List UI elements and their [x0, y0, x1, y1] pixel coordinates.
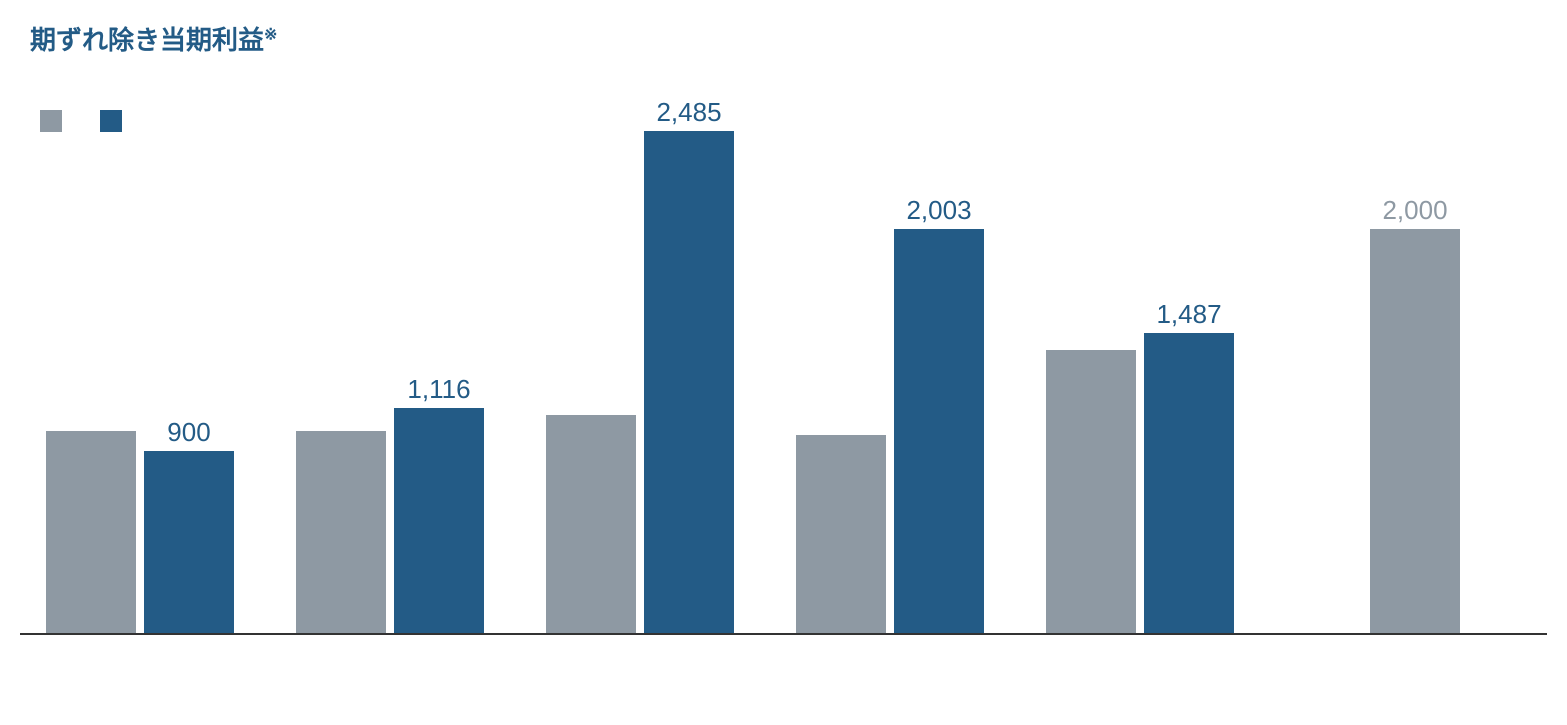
x-axis-labels	[20, 635, 1547, 665]
bar-group: 2,003	[796, 229, 984, 633]
bar: 1,116	[394, 408, 484, 633]
bar-group: 1,487	[1046, 333, 1234, 633]
bar	[1046, 350, 1136, 633]
bar	[296, 431, 386, 633]
bar-value-label: 1,487	[1156, 299, 1221, 330]
bar: 2,000	[1370, 229, 1460, 633]
bar-value-label: 1,116	[407, 374, 470, 405]
chart-area: 900 1,116 2,485 2,003 1,487 2,000	[20, 90, 1547, 665]
bar: 900	[144, 451, 234, 633]
bar-group: 900	[46, 431, 234, 633]
bar: 2,485	[644, 131, 734, 633]
chart-title-text: 期ずれ除き当期利益	[30, 25, 264, 55]
bar-group: 2,485	[546, 131, 734, 633]
bar-value-label: 900	[167, 417, 210, 448]
bar	[46, 431, 136, 633]
bar: 1,487	[1144, 333, 1234, 633]
bar-value-label: 2,000	[1382, 195, 1447, 226]
bar-group: 2,000	[1370, 229, 1460, 633]
chart-title: 期ずれ除き当期利益※	[30, 20, 1537, 57]
bar	[796, 435, 886, 633]
chart-plot: 900 1,116 2,485 2,003 1,487 2,000	[20, 90, 1547, 635]
bar	[546, 415, 636, 633]
chart-title-sup: ※	[264, 26, 277, 43]
bar-group: 1,116	[296, 408, 484, 633]
bar: 2,003	[894, 229, 984, 633]
bar-value-label: 2,003	[906, 195, 971, 226]
bar-value-label: 2,485	[656, 97, 721, 128]
